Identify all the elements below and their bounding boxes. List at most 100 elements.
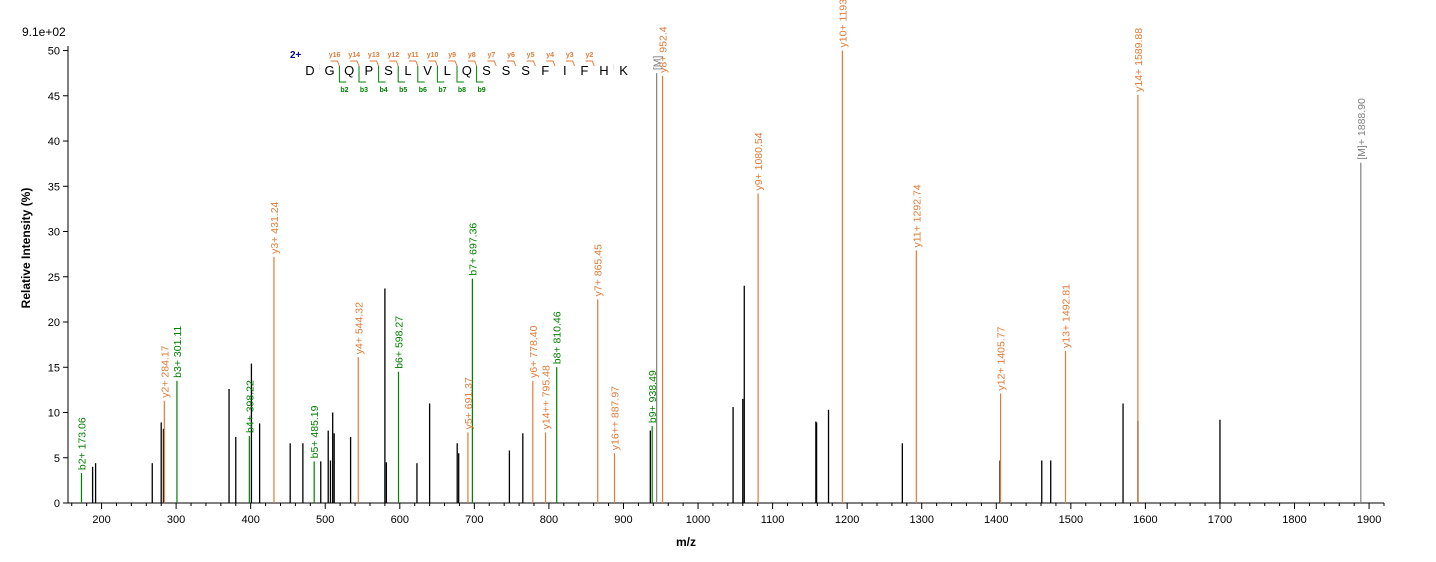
x-tick-label: 1900 [1357, 514, 1381, 526]
charge-state-label: 2+ [290, 50, 302, 61]
x-ticks: 200 300 400 500 600 700 800 900 1000 1100 1200 1300… [71, 503, 1385, 526]
peptide-residue: L [444, 63, 451, 78]
y-tick-label: 0 [54, 498, 60, 510]
peak-label: b4+ 398.22 [244, 380, 256, 433]
y-ticks: 0 5 10 15 20 25 30 35 40 45 50 [48, 46, 68, 510]
peak-label: y5+ 691.37 [463, 377, 475, 429]
peak-label: b3+ 301.11 [172, 326, 184, 378]
y-axis-title: Relative Intensity (%) [19, 188, 33, 309]
y-cleavage-mark [585, 60, 595, 67]
x-tick-label: 500 [316, 514, 334, 526]
y-tick-label: 40 [48, 136, 60, 148]
peak-label: y8+ 952.4 [658, 26, 670, 73]
y-ion-label: y13 [368, 52, 380, 59]
x-tick-label: 1100 [761, 514, 785, 526]
y-cleavage-mark [330, 60, 340, 67]
y-cleavage-mark [526, 60, 536, 67]
y-ion-label: y12 [388, 52, 400, 59]
b-cleavage-mark [378, 66, 386, 83]
y-cleavage-mark [408, 60, 419, 67]
b-ion-label: b4 [380, 87, 388, 94]
x-tick-label: 900 [614, 514, 632, 526]
peak-label: y11+ 1292.74 [911, 184, 923, 247]
x-tick-label: 700 [465, 514, 483, 526]
y-ion-label: y9 [448, 52, 456, 59]
peak-label: y14+ 1589.88 [1133, 28, 1145, 92]
y-axis: 0 5 10 15 20 25 30 35 40 45 50 Relative Intensity … [19, 46, 69, 510]
intensity-scale-label: 9.1e+02 [22, 25, 66, 39]
y-tick-label: 45 [48, 91, 60, 103]
y-cleavage-mark [448, 60, 458, 67]
y-tick-label: 15 [48, 362, 60, 374]
peak-label: b5+ 485.19 [309, 405, 321, 458]
b-cleavage-mark [476, 66, 484, 83]
y-cleavage-mark [350, 60, 360, 67]
y-tick-label: 30 [48, 227, 60, 239]
x-axis: 200 300 400 500 600 700 800 900 1000 1100 1200 1300… [68, 502, 1385, 549]
y-cleavage-mark [369, 60, 380, 67]
peptide-residue: D [305, 63, 314, 78]
peptide-residue: Q [344, 63, 354, 78]
y-cleavage-mark [487, 60, 497, 67]
y-tick-label: 50 [48, 46, 60, 58]
peak-label: y6+ 778.40 [528, 325, 540, 377]
x-tick-label: 1600 [1133, 514, 1157, 526]
y-cleavage-mark [389, 60, 399, 67]
peptide-residue: G [325, 63, 335, 78]
b-cleavage-mark [358, 66, 366, 83]
peak-label: y9+ 1080.54 [753, 132, 765, 190]
peptide-residue: K [619, 63, 628, 78]
peak-labels: b2+ 173.06 b3+ 301.11 b4+ 398.22 b5+ 485.19… [76, 0, 1367, 470]
y-ion-label: y4 [546, 52, 554, 59]
x-tick-label: 1000 [686, 514, 710, 526]
y-ion-label: y8 [468, 52, 476, 59]
x-tick-label: 300 [167, 514, 185, 526]
y-ion-label: y2 [585, 52, 593, 59]
y-tick-label: 20 [48, 317, 60, 329]
y-ion-label: y3 [566, 52, 574, 59]
b-cleavage-mark [456, 66, 464, 83]
y-ion-label: y7 [487, 52, 495, 59]
x-tick-label: 1200 [835, 514, 859, 526]
b-ion-label: b6 [419, 87, 427, 94]
peak-label: b7+ 697.36 [467, 223, 479, 276]
y-cleavage-mark [506, 60, 517, 67]
peaks [80, 50, 1362, 503]
b-ion-label: b2 [340, 87, 348, 94]
y-ion-label: y6 [507, 52, 515, 59]
peak-label: y13+ 1492.81 [1060, 284, 1072, 348]
peptide-residue: S [482, 63, 491, 78]
y-tick-label: 25 [48, 272, 60, 284]
y-cleavage-mark [565, 60, 576, 67]
y-tick-label: 5 [54, 453, 60, 465]
peak-label: b6+ 598.27 [394, 316, 406, 369]
peptide-residue: I [563, 63, 567, 78]
peak-label: y4+ 544.32 [353, 302, 365, 354]
x-tick-label: 1800 [1282, 514, 1306, 526]
peak-label: y10+ 1193.61 [837, 0, 849, 48]
y-ion-label: y11 [407, 52, 418, 59]
peptide-residue: V [423, 63, 432, 78]
b-ion-label: b3 [360, 87, 368, 94]
b-cleavage-mark [436, 66, 445, 83]
b-ion-label: b9 [478, 87, 486, 94]
peak-label: y2+ 284.17 [159, 345, 171, 397]
peptide-residue: L [404, 63, 411, 78]
b-ion-label: b5 [399, 87, 407, 94]
x-tick-label: 600 [391, 514, 409, 526]
y-ion-label: y14 [348, 52, 360, 59]
x-tick-label: 400 [241, 514, 259, 526]
peak-label: b8+ 810.46 [552, 311, 564, 364]
peptide-residue: S [502, 63, 511, 78]
peptide-residue: Q [462, 63, 472, 78]
x-tick-label: 1400 [984, 514, 1008, 526]
b-ion-label: b8 [458, 87, 466, 94]
x-tick-label: 1300 [909, 514, 933, 526]
y-ion-label: y5 [527, 52, 535, 59]
y-cleavage-mark [546, 60, 556, 67]
peak-label: y12+ 1405.77 [996, 326, 1008, 390]
b-cleavage-mark [417, 66, 425, 83]
peak-label: b2+ 173.06 [76, 417, 88, 470]
